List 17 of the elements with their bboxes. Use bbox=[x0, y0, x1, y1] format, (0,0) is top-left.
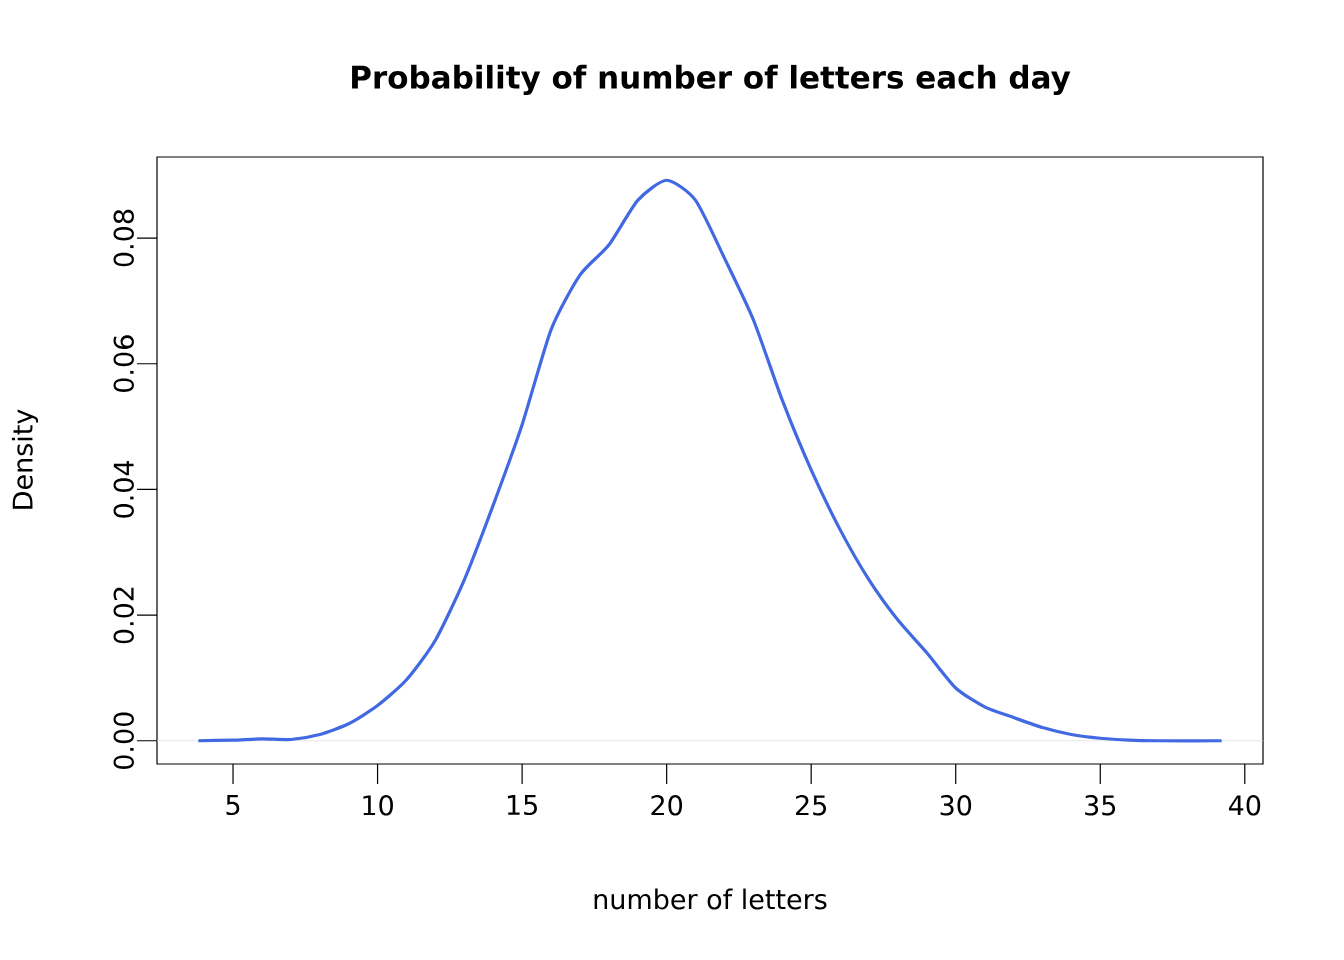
y-tick-label: 0.04 bbox=[113, 460, 134, 518]
y-tick-label: 0.00 bbox=[113, 712, 134, 770]
y-tick-label: 0.08 bbox=[113, 209, 134, 267]
x-tick-label: 35 bbox=[1085, 795, 1116, 816]
x-tick-label: 40 bbox=[1228, 795, 1261, 816]
y-tick-label: 0.06 bbox=[113, 335, 134, 392]
line-series bbox=[196, 178, 1224, 743]
x-tick-label: 15 bbox=[507, 795, 537, 816]
y-axis-title: Density bbox=[11, 409, 39, 509]
x-tick-label: 5 bbox=[226, 795, 240, 816]
x-tick-label: 30 bbox=[940, 795, 972, 816]
x-tick-label: 25 bbox=[795, 795, 827, 816]
y-tick-label: 0.02 bbox=[113, 587, 134, 644]
x-axis-title: number of letters bbox=[594, 888, 827, 910]
chart-title: Probability of number of letters each day bbox=[352, 64, 1071, 96]
x-tick-label: 20 bbox=[651, 795, 683, 816]
x-tick-label: 10 bbox=[363, 795, 393, 816]
